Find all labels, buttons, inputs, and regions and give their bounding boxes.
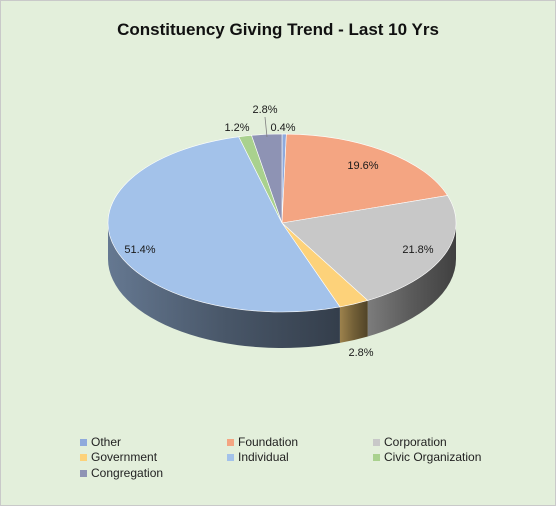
pie-top-faces [107, 133, 457, 313]
data-label-congregation: 2.8% [252, 104, 277, 116]
pie-side-government [339, 300, 368, 343]
pie-side-individual [108, 223, 340, 348]
data-label-civic-organization: 1.2% [224, 122, 249, 134]
data-label-foundation: 19.6% [347, 160, 378, 172]
pie-slice-foundation [281, 133, 448, 224]
pie-side-corporation [367, 223, 456, 337]
data-label-corporation: 21.8% [402, 244, 433, 256]
data-label-government: 2.8% [348, 347, 373, 359]
pie-side-walls [108, 223, 456, 348]
data-label-other: 0.4% [270, 122, 295, 134]
pie-slice-individual [107, 136, 341, 313]
pie-slice-corporation [281, 195, 457, 301]
data-label-individual: 51.4% [124, 244, 155, 256]
chart-title: Constituency Giving Trend - Last 10 Yrs [117, 20, 439, 39]
leader-line [264, 116, 268, 138]
